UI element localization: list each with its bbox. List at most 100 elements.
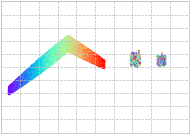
Point [17, 81, 20, 83]
Point [78, 53, 81, 55]
Point [99, 57, 102, 59]
Point [22, 81, 25, 83]
Point [36, 69, 39, 72]
Point [95, 58, 98, 60]
Point [49, 61, 52, 63]
Point [17, 87, 20, 90]
Point [92, 62, 95, 64]
Point [71, 38, 74, 40]
Point [19, 77, 22, 79]
Point [72, 51, 75, 53]
Point [22, 81, 25, 83]
Point [83, 46, 86, 48]
Point [26, 76, 29, 78]
Point [20, 86, 23, 88]
Point [157, 60, 160, 62]
Point [101, 64, 105, 66]
Point [10, 88, 13, 90]
Point [24, 78, 27, 80]
Point [43, 61, 46, 63]
Point [9, 89, 12, 91]
Point [20, 78, 23, 81]
Point [78, 43, 81, 45]
Point [76, 46, 79, 49]
Point [39, 64, 42, 66]
Point [72, 42, 75, 44]
Point [61, 46, 64, 48]
Point [71, 40, 74, 42]
Point [51, 54, 54, 56]
Point [157, 57, 160, 59]
Point [8, 90, 11, 92]
Point [66, 42, 69, 44]
Point [101, 61, 104, 63]
Point [70, 42, 73, 44]
Point [28, 68, 31, 70]
Point [10, 85, 13, 87]
Point [61, 41, 64, 43]
Point [97, 57, 100, 59]
Point [156, 55, 159, 57]
Point [45, 67, 48, 69]
Point [28, 79, 31, 81]
Point [64, 52, 67, 55]
Point [163, 59, 166, 61]
Point [36, 62, 39, 64]
Point [44, 60, 48, 62]
Point [70, 38, 73, 40]
Point [88, 49, 91, 51]
Point [62, 39, 65, 41]
Point [133, 58, 136, 60]
Point [16, 83, 19, 85]
Point [158, 62, 161, 64]
Point [58, 54, 61, 56]
Point [61, 55, 64, 57]
Point [81, 57, 84, 59]
Point [40, 72, 43, 74]
Point [158, 62, 161, 64]
Point [13, 90, 16, 92]
Point [8, 87, 11, 89]
Point [89, 58, 93, 60]
Point [43, 59, 46, 61]
Point [20, 82, 23, 85]
Point [51, 63, 54, 65]
Point [70, 41, 73, 43]
Point [74, 43, 77, 45]
Point [75, 42, 78, 44]
Point [38, 62, 41, 64]
Point [73, 49, 76, 52]
Point [79, 47, 82, 49]
Point [158, 64, 161, 66]
Point [157, 59, 160, 61]
Point [33, 76, 36, 78]
Point [55, 52, 58, 54]
Point [60, 53, 63, 55]
Point [83, 46, 86, 48]
Point [18, 86, 21, 88]
Point [67, 46, 70, 49]
Point [43, 56, 46, 59]
Point [32, 70, 35, 72]
Point [136, 61, 139, 63]
Point [130, 62, 133, 64]
Point [30, 78, 33, 80]
Point [34, 64, 37, 66]
Point [65, 48, 68, 50]
Point [25, 80, 28, 82]
Point [69, 41, 72, 44]
Point [52, 50, 55, 52]
Point [67, 41, 70, 43]
Point [81, 53, 84, 55]
Point [61, 53, 64, 55]
Point [72, 53, 75, 55]
Point [20, 77, 23, 79]
Point [66, 50, 69, 52]
Point [35, 67, 38, 69]
Point [15, 86, 18, 88]
Point [29, 66, 32, 68]
Point [17, 85, 20, 87]
Point [132, 60, 135, 62]
Point [16, 86, 19, 88]
Point [86, 49, 89, 51]
